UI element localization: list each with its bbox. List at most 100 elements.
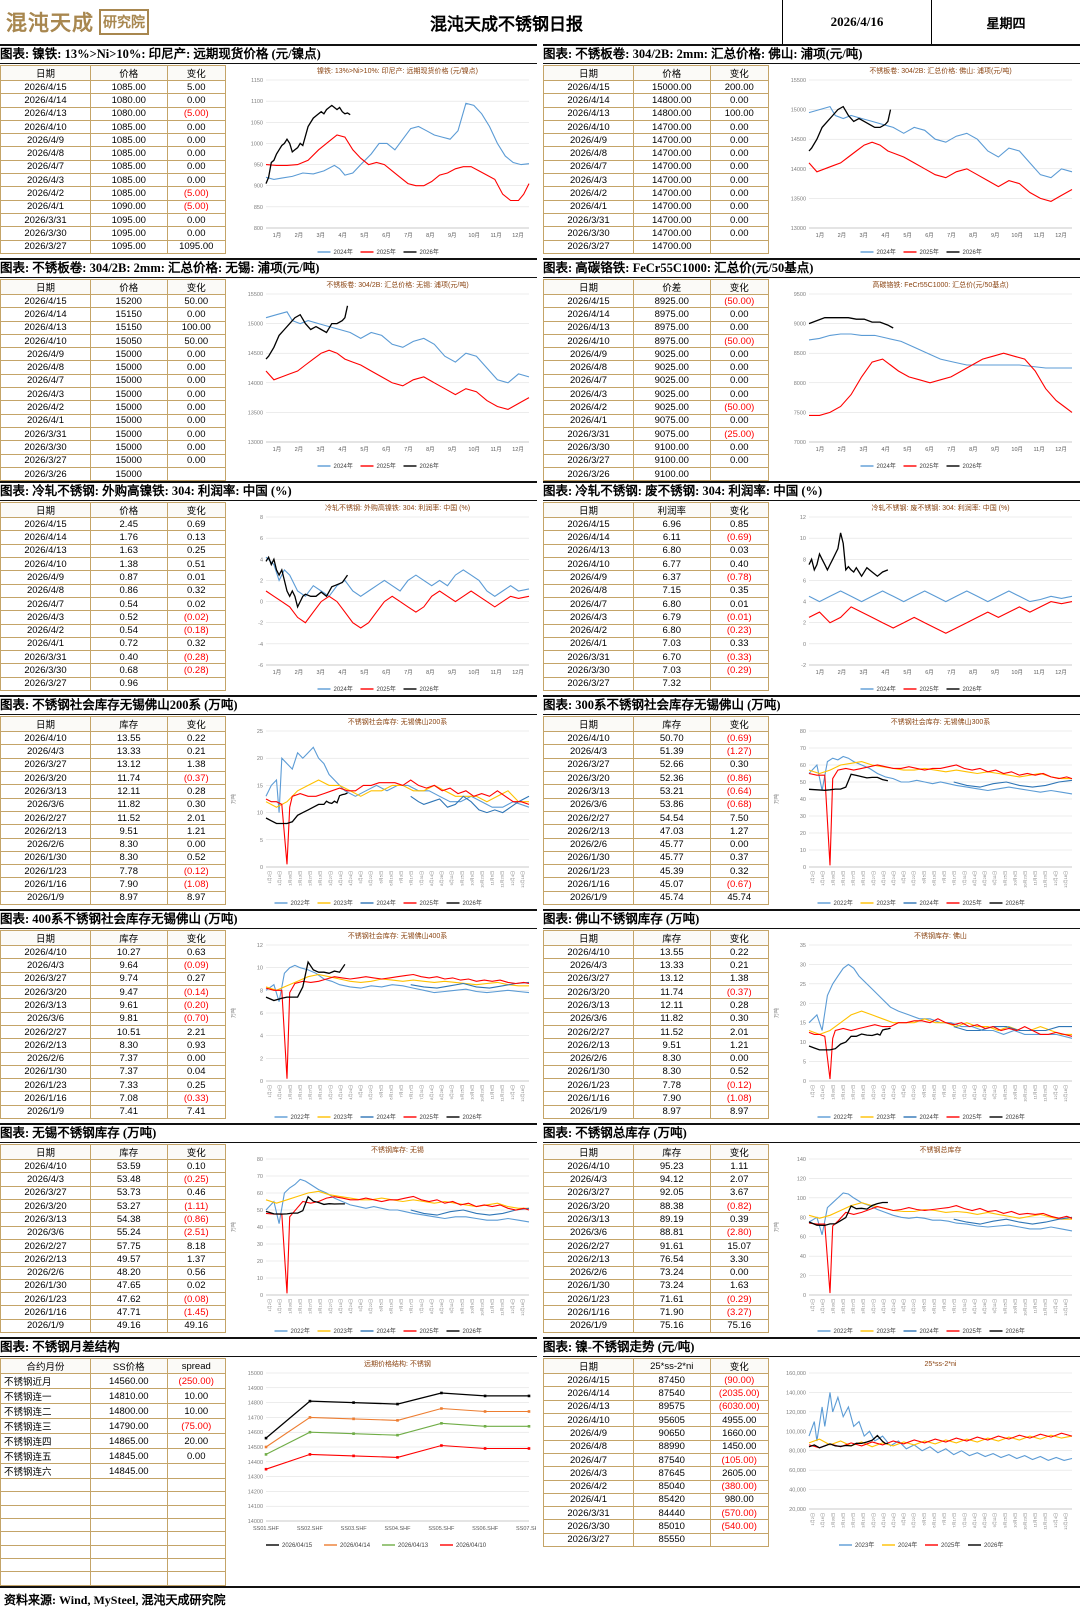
svg-text:3月13日: 3月13日 bbox=[860, 1299, 865, 1314]
panel-6: 图表: 冷轧不锈钢: 废不锈钢: 304: 利润率: 中国 (%) 日期 利润率 变化… bbox=[543, 481, 1080, 695]
table-cell: (5.00) bbox=[166, 186, 226, 201]
table-cell: 9025.00 bbox=[633, 373, 711, 389]
svg-text:10月: 10月 bbox=[1011, 232, 1023, 239]
svg-text:7月: 7月 bbox=[947, 669, 956, 676]
svg-text:60: 60 bbox=[799, 1235, 805, 1241]
table-cell: 55.24 bbox=[90, 1225, 168, 1240]
table-cell: 0.00 bbox=[166, 119, 226, 135]
series-line bbox=[808, 141, 1072, 202]
table-row: 2026/3/30 9100.00 0.00 bbox=[543, 440, 769, 455]
table-cell bbox=[0, 1478, 91, 1493]
table-cell: 2026/3/30 bbox=[0, 226, 91, 241]
svg-text:5月8日: 5月8日 bbox=[901, 1299, 906, 1311]
table-row: 2026/3/27 9.74 0.27 bbox=[0, 971, 226, 987]
table-row: 2026/1/30 45.77 0.37 bbox=[543, 850, 769, 866]
table-cell: 0.30 bbox=[709, 757, 769, 773]
legend-label: 2022年 bbox=[833, 1113, 852, 1121]
svg-text:8月14日: 8月14日 bbox=[428, 1085, 433, 1100]
series-line bbox=[265, 779, 529, 808]
table-cell: 2026/3/20 bbox=[543, 771, 634, 786]
svg-text:3月27日: 3月27日 bbox=[327, 1085, 332, 1100]
table-cell: 2026/1/30 bbox=[0, 1064, 91, 1080]
table-cell: 14845.00 bbox=[90, 1448, 168, 1465]
table-cell: 2026/4/13 bbox=[543, 1399, 634, 1415]
table-cell bbox=[166, 1557, 226, 1573]
table-cell: 2026/4/10 bbox=[543, 945, 634, 960]
chart-svg: 0 5 10 15 20 25 30 35 万吨 不锈钢库存: 佛山 1月2日 1月16日 1月30日 2… bbox=[773, 931, 1072, 1121]
table-cell: (0.86) bbox=[709, 771, 769, 786]
panel-13: 图表: 不锈钢月差结构 合约月份 SS价格 spread 不锈钢近月 14560.00 (2… bbox=[0, 1337, 537, 1586]
table-cell: 15150 bbox=[90, 307, 168, 322]
panel-title: 图表: 不锈钢总库存 (万吨) bbox=[543, 1123, 1080, 1144]
svg-text:14000: 14000 bbox=[247, 381, 262, 387]
table-cell: 49.16 bbox=[90, 1318, 168, 1334]
table-row: 2026/3/13 54.38 (0.86) bbox=[0, 1212, 226, 1227]
svg-text:7月3日: 7月3日 bbox=[398, 1085, 403, 1097]
table-cell: 6.77 bbox=[633, 557, 711, 572]
svg-text:5月: 5月 bbox=[360, 446, 369, 453]
table-row: 2026/1/30 47.65 0.02 bbox=[0, 1278, 226, 1294]
table-cell: 2026/2/27 bbox=[543, 1238, 634, 1254]
svg-text:9月11日: 9月11日 bbox=[992, 1513, 997, 1527]
table-row: 2026/3/31 15000 0.00 bbox=[0, 426, 226, 442]
table-cell: 2026/3/27 bbox=[543, 1185, 634, 1201]
legend-label: 2025年 bbox=[419, 1327, 438, 1335]
table-cell: 1080.00 bbox=[90, 93, 168, 108]
svg-text:3月27日: 3月27日 bbox=[870, 871, 875, 886]
svg-text:-2: -2 bbox=[801, 663, 806, 669]
table-row: 2026/4/8 15000 0.00 bbox=[0, 360, 226, 375]
column-header: 25*ss-2*ni bbox=[633, 1358, 711, 1375]
legend-label: 2025年 bbox=[962, 1113, 981, 1121]
table-row: 2026/4/2 1085.00 (5.00) bbox=[0, 186, 226, 201]
table-row: 2026/4/14 1.76 0.13 bbox=[0, 530, 226, 545]
table-cell bbox=[709, 1532, 769, 1548]
svg-text:15000: 15000 bbox=[247, 1371, 262, 1377]
table-cell: 0.63 bbox=[166, 945, 226, 960]
svg-text:9000: 9000 bbox=[793, 322, 805, 328]
table-cell: 2026/3/27 bbox=[543, 757, 634, 773]
table-cell: 1660.00 bbox=[709, 1426, 769, 1441]
table-cell: 2026/4/13 bbox=[543, 543, 634, 559]
panel-9: 图表: 400系不锈钢社会库存无锡佛山 (万吨) 日期 库存 变化 2026/4/10 1… bbox=[0, 909, 537, 1123]
legend-label: 2024年 bbox=[376, 1113, 395, 1121]
svg-text:1月: 1月 bbox=[815, 232, 824, 239]
table-cell: 2026/4/3 bbox=[543, 610, 634, 625]
table-row: 2026/4/1 14700.00 0.00 bbox=[543, 199, 769, 214]
table-cell: 0.37 bbox=[709, 850, 769, 866]
table-cell: (0.14) bbox=[166, 985, 226, 1000]
chart-svg: 14000 14100 14200 14300 14400 14500 14600 14700… bbox=[247, 1359, 535, 1549]
svg-text:12月4日: 12月4日 bbox=[1052, 1299, 1057, 1314]
table-cell: (50.00) bbox=[709, 400, 769, 415]
table-cell: 0.00 bbox=[166, 146, 226, 161]
table-row: 2026/4/9 90650 1660.00 bbox=[543, 1426, 769, 1441]
table-row: 2026/3/30 15000 0.00 bbox=[0, 440, 226, 455]
table-cell: 2.07 bbox=[709, 1172, 769, 1187]
svg-text:3月: 3月 bbox=[316, 669, 325, 676]
table-cell: 3.67 bbox=[709, 1185, 769, 1201]
svg-text:60,000: 60,000 bbox=[789, 1468, 806, 1474]
svg-text:14100: 14100 bbox=[247, 1504, 262, 1510]
table-cell: 13.33 bbox=[633, 958, 711, 973]
table-cell: 2026/4/15 bbox=[0, 293, 91, 309]
column-header: 日期 bbox=[0, 502, 91, 519]
chart: 0 2 4 6 8 10 12 万吨 不锈钢社会库存: 无锡佛山400系 1月2日 1月16日 1月3… bbox=[226, 929, 537, 1123]
svg-text:0: 0 bbox=[259, 1293, 262, 1299]
table-cell: 0.00 bbox=[166, 173, 226, 188]
legend-label: 2023年 bbox=[855, 1541, 874, 1549]
svg-text:3月13日: 3月13日 bbox=[317, 871, 322, 886]
table-cell: (0.86) bbox=[166, 1212, 226, 1227]
table-cell: (2.51) bbox=[166, 1225, 226, 1240]
table-cell: 9025.00 bbox=[633, 400, 711, 415]
table-cell: 53.73 bbox=[90, 1185, 168, 1201]
table-cell: 9100.00 bbox=[633, 440, 711, 455]
table-cell: 2026/4/13 bbox=[0, 320, 91, 335]
table-cell: 2026/4/10 bbox=[0, 333, 91, 349]
table-cell: 2026/3/6 bbox=[0, 1011, 91, 1026]
chart-svg: 0 2 4 6 8 10 12 万吨 不锈钢社会库存: 无锡佛山400系 1月2日 1月16日 1月3… bbox=[230, 931, 529, 1121]
table-row: 2026/4/7 87540 (105.00) bbox=[543, 1452, 769, 1468]
svg-text:40: 40 bbox=[256, 1225, 262, 1231]
table-cell: 9025.00 bbox=[633, 387, 711, 402]
series-line bbox=[265, 1195, 529, 1294]
column-header: 价格 bbox=[90, 279, 168, 295]
table-cell: 9.47 bbox=[90, 985, 168, 1000]
